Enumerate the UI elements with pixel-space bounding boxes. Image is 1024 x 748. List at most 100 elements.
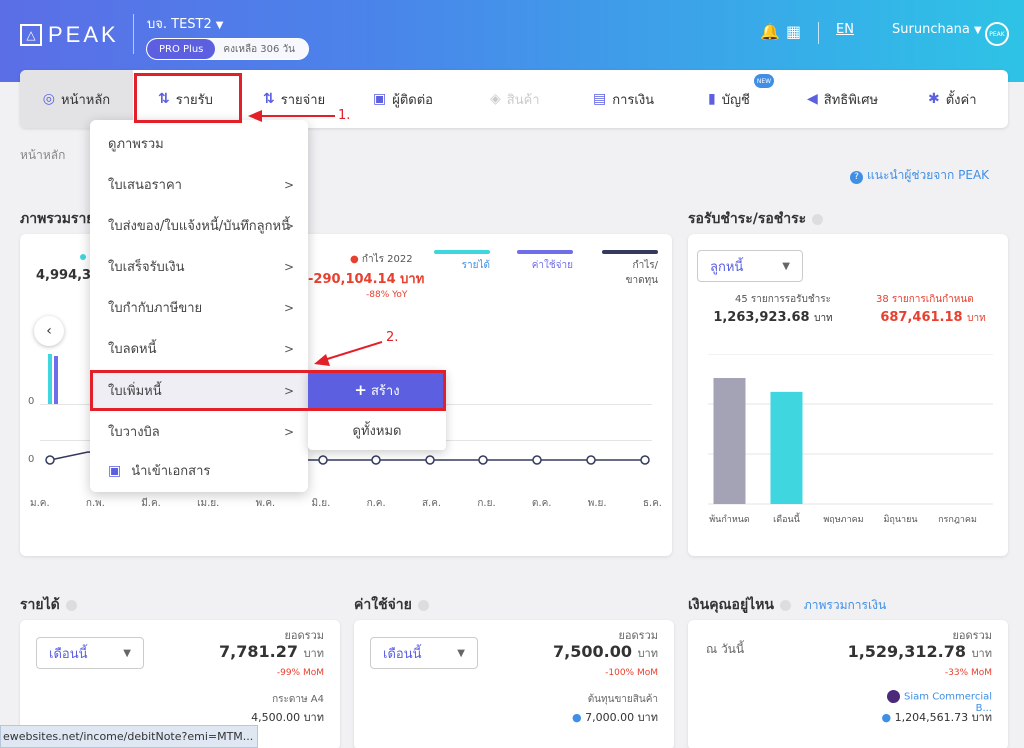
expense-card: เดือนนี้ ▼ ยอดรวม 7,500.00 บาท -100% MoM … (354, 620, 674, 748)
legend-profit: กำไร/ขาดทุน (625, 260, 658, 286)
annotation-step-1: 1. (338, 108, 351, 123)
income-sub-value: 4,500.00 บาท (251, 711, 324, 724)
browser-status-url: ewebsites.net/income/debitNote?emi=MTM..… (0, 725, 258, 748)
breadcrumb[interactable]: หน้าหลัก (20, 148, 66, 162)
chevron-right-icon: > (283, 383, 294, 398)
avatar[interactable]: PEAK (985, 22, 1009, 46)
receivable-type-select[interactable]: ลูกหนี้ ▼ (697, 250, 803, 282)
expense-icon: ⇅ (263, 91, 275, 107)
overview-left-value: 4,994,37 (36, 268, 101, 283)
user-menu[interactable]: Surunchana ▼ (892, 22, 982, 37)
menu-item-debit-note[interactable]: ใบเพิ่มหนี้ > (90, 370, 308, 411)
income-change: -99% MoM (276, 668, 324, 678)
expense-sub-label: ต้นทุนขายสินค้า (587, 694, 658, 705)
money-total-label: ยอดรวม (952, 629, 992, 642)
income-total: 7,781.27 บาท (219, 642, 324, 661)
menu-item-overview[interactable]: ดูภาพรวม (108, 137, 164, 152)
money-change: -33% MoM (944, 668, 992, 678)
nav-item-home[interactable]: ◎ หน้าหลัก (20, 70, 133, 128)
receivable-x-label: มิถุนายน (883, 514, 917, 525)
main-nav: ◎ หน้าหลัก ⇅ รายรับ ⇅ รายจ่าย ▣ ผู้ติดต่… (20, 70, 1008, 128)
money-icon: ▤ (593, 91, 607, 107)
question-icon: ? (850, 171, 863, 184)
expense-title: ค่าใช้จ่าย (354, 594, 429, 616)
nav-item-accounting[interactable]: ▮ บัญชี (708, 91, 750, 108)
company-selector[interactable]: บจ. TEST2 ▼ (147, 17, 224, 32)
receivable-bar (770, 391, 803, 504)
nav-item-contacts[interactable]: ▣ ผู้ติดต่อ (373, 91, 433, 108)
create-debit-note-button[interactable]: + สร้าง (308, 370, 446, 410)
receivable-card: ลูกหนี้ ▼ 45 รายการรอรับชำระ 1,263,923.68… (688, 234, 1008, 556)
income-dropdown-menu: ดูภาพรวม ใบเสนอราคา > ใบส่งของ/ใบแจ้งหนี้… (90, 120, 308, 492)
chevron-down-icon: ▼ (457, 647, 465, 659)
bar-income-jan (48, 354, 52, 404)
nav-item-income[interactable]: ⇅ รายรับ (158, 91, 213, 108)
finance-overview-link[interactable]: ภาพรวมการเงิน (803, 598, 887, 612)
help-link[interactable]: ? แนะนำผู้ช่วยจาก PEAK (850, 166, 989, 185)
nav-item-privileges[interactable]: ◀ สิทธิพิเศษ (807, 91, 879, 108)
menu-item-import[interactable]: ▣ นำเข้าเอกสาร (108, 462, 211, 480)
megaphone-icon: ◀ (807, 91, 818, 107)
peak-logo[interactable]: △ PEAK (20, 22, 119, 48)
money-title: เงินคุณอยู่ไหน ภาพรวมการเงิน (688, 597, 887, 613)
header-divider (818, 22, 819, 44)
menu-item-tax-invoice[interactable]: ใบกำกับภาษีขาย > (108, 300, 294, 317)
bank-name[interactable]: Siam Commercial B... (868, 690, 992, 714)
income-period-select[interactable]: เดือนนี้ ▼ (36, 637, 144, 669)
nav-item-settings[interactable]: ✱ ตั้งค่า (928, 91, 977, 108)
info-icon[interactable] (417, 599, 429, 611)
legend-expense-bar (517, 250, 573, 254)
expense-sub-value: ● 7,000.00 บาท (571, 711, 658, 724)
receivable-x-label: พฤษภาคม (823, 515, 863, 525)
profit-yoy: -88% YoY (366, 290, 408, 300)
legend-income: รายได้ (461, 260, 490, 271)
expense-period-select[interactable]: เดือนนี้ ▼ (370, 637, 478, 669)
annotation-box-debit-note (90, 370, 446, 411)
income-sub-label: กระดาษ A4 (272, 694, 324, 705)
import-file-icon: ▣ (108, 462, 122, 479)
legend-income-bar (434, 250, 490, 254)
dashboard-icon: ◎ (42, 91, 56, 107)
logo-mark-icon: △ (20, 24, 42, 46)
overview-title: ภาพรวมราย (20, 211, 95, 227)
x-axis-months: ม.ค. ก.พ. มี.ค. เม.ย. พ.ค. มิ.ย. ก.ค. ส.… (30, 498, 662, 509)
gear-icon: ✱ (928, 91, 940, 107)
view-all-debit-notes[interactable]: ดูทั้งหมด (352, 423, 402, 439)
menu-item-billing-note[interactable]: ใบวางบิล > (108, 424, 294, 441)
menu-item-credit-note[interactable]: ใบลดหนี้ > (108, 341, 294, 358)
apps-grid-icon[interactable]: ▦ (786, 22, 802, 41)
chevron-down-icon: ▼ (974, 25, 982, 36)
chevron-down-icon: ▼ (123, 647, 131, 659)
legend-expense: ค่าใช้จ่าย (531, 260, 573, 271)
menu-item-quotation[interactable]: ใบเสนอราคา > (108, 177, 294, 194)
menu-item-invoice[interactable]: ใบส่งของ/ใบแจ้งหนี้/บันทึกลูกหนี้ > (108, 218, 294, 235)
menu-item-receipt[interactable]: ใบเสร็จรับเงิน > (108, 259, 294, 276)
profit-legend: ● กำไร 2022 (350, 254, 413, 265)
bell-icon[interactable]: 🔔 (760, 22, 780, 41)
overdue-value: 687,461.18 บาท (880, 310, 986, 325)
nav-item-products[interactable]: ◈ สินค้า (490, 91, 540, 108)
y-axis-zero-bar: 0 (28, 396, 35, 407)
info-icon[interactable] (780, 599, 791, 611)
chevron-down-icon: ▼ (215, 20, 224, 31)
chevron-right-icon: > (283, 341, 294, 356)
bank-logo-icon (887, 690, 901, 703)
income-dot (80, 254, 86, 260)
pending-label: 45 รายการรอรับชำระ (735, 294, 832, 305)
info-icon[interactable] (65, 599, 77, 611)
annotation-step-2: 2. (386, 330, 399, 345)
nav-item-finance[interactable]: ▤ การเงิน (593, 91, 655, 108)
income-title: รายได้ (20, 594, 77, 616)
nav-item-expense[interactable]: ⇅ รายจ่าย (263, 91, 326, 108)
header-divider (133, 14, 134, 54)
income-icon: ⇅ (158, 91, 170, 107)
language-toggle[interactable]: EN (836, 22, 854, 37)
as-of-label: ณ วันนี้ (706, 642, 745, 656)
chart-prev-button[interactable]: ‹ (34, 316, 64, 346)
info-icon[interactable] (812, 213, 824, 225)
plus-icon: + (354, 381, 367, 399)
top-header: △ PEAK บจ. TEST2 ▼ PRO Plus คงเหลือ 306 ว… (0, 0, 1024, 82)
money-card: ณ วันนี้ ยอดรวม 1,529,312.78 บาท -33% Mo… (688, 620, 1008, 748)
expense-total: 7,500.00 บาท (553, 642, 658, 661)
